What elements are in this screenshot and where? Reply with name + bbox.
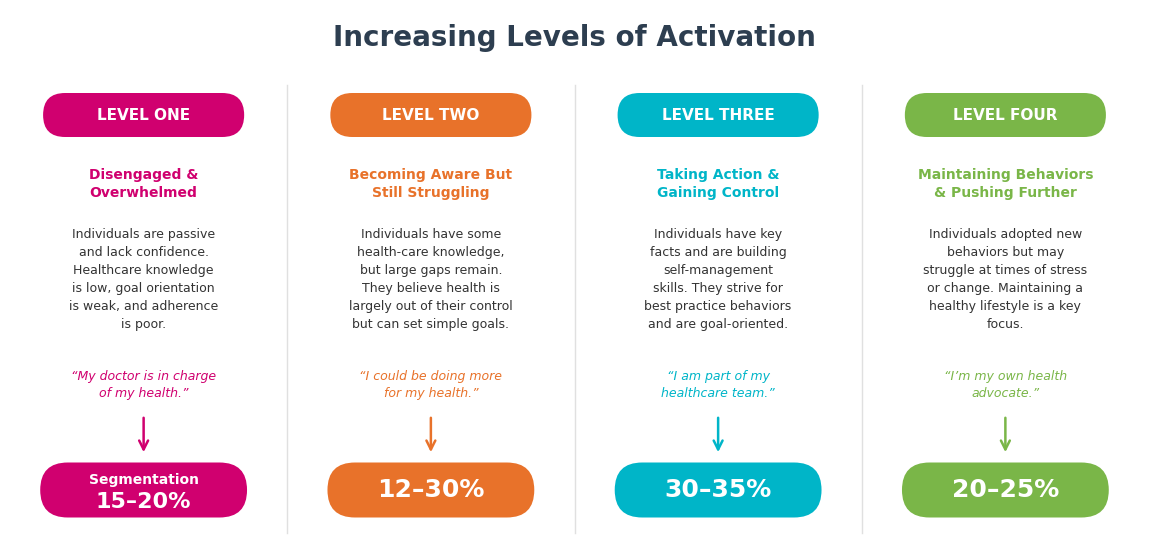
- Text: 15–20%: 15–20%: [95, 492, 192, 512]
- FancyBboxPatch shape: [618, 93, 818, 137]
- Text: Taking Action &
Gaining Control: Taking Action & Gaining Control: [657, 168, 779, 200]
- Text: 20–25%: 20–25%: [951, 478, 1059, 502]
- Text: Disengaged &
Overwhelmed: Disengaged & Overwhelmed: [88, 168, 199, 200]
- FancyBboxPatch shape: [615, 462, 822, 518]
- Text: 12–30%: 12–30%: [377, 478, 485, 502]
- Text: LEVEL FOUR: LEVEL FOUR: [954, 107, 1057, 123]
- Text: Maintaining Behaviors
& Pushing Further: Maintaining Behaviors & Pushing Further: [918, 168, 1093, 200]
- Text: LEVEL THREE: LEVEL THREE: [662, 107, 774, 123]
- Text: Individuals have some
health-care knowledge,
but large gaps remain.
They believe: Individuals have some health-care knowle…: [349, 228, 512, 331]
- Text: LEVEL TWO: LEVEL TWO: [383, 107, 479, 123]
- Text: Becoming Aware But
Still Struggling: Becoming Aware But Still Struggling: [349, 168, 512, 200]
- Text: LEVEL ONE: LEVEL ONE: [97, 107, 191, 123]
- Text: “My doctor is in charge
of my health.”: “My doctor is in charge of my health.”: [71, 370, 216, 400]
- Text: 30–35%: 30–35%: [664, 478, 772, 502]
- Text: Segmentation: Segmentation: [88, 473, 199, 487]
- Text: Individuals have key
facts and are building
self-management
skills. They strive : Individuals have key facts and are build…: [645, 228, 792, 331]
- FancyBboxPatch shape: [40, 462, 247, 518]
- Text: Individuals adopted new
behaviors but may
struggle at times of stress
or change.: Individuals adopted new behaviors but ma…: [924, 228, 1087, 331]
- FancyBboxPatch shape: [905, 93, 1105, 137]
- FancyBboxPatch shape: [44, 93, 244, 137]
- FancyBboxPatch shape: [331, 93, 531, 137]
- Text: “I’m my own health
advocate.”: “I’m my own health advocate.”: [943, 370, 1067, 400]
- Text: “I am part of my
healthcare team.”: “I am part of my healthcare team.”: [662, 370, 774, 400]
- Text: Individuals are passive
and lack confidence.
Healthcare knowledge
is low, goal o: Individuals are passive and lack confide…: [69, 228, 218, 331]
- FancyBboxPatch shape: [327, 462, 534, 518]
- Text: Increasing Levels of Activation: Increasing Levels of Activation: [333, 24, 816, 52]
- Text: “I could be doing more
for my health.”: “I could be doing more for my health.”: [360, 370, 502, 400]
- FancyBboxPatch shape: [902, 462, 1109, 518]
